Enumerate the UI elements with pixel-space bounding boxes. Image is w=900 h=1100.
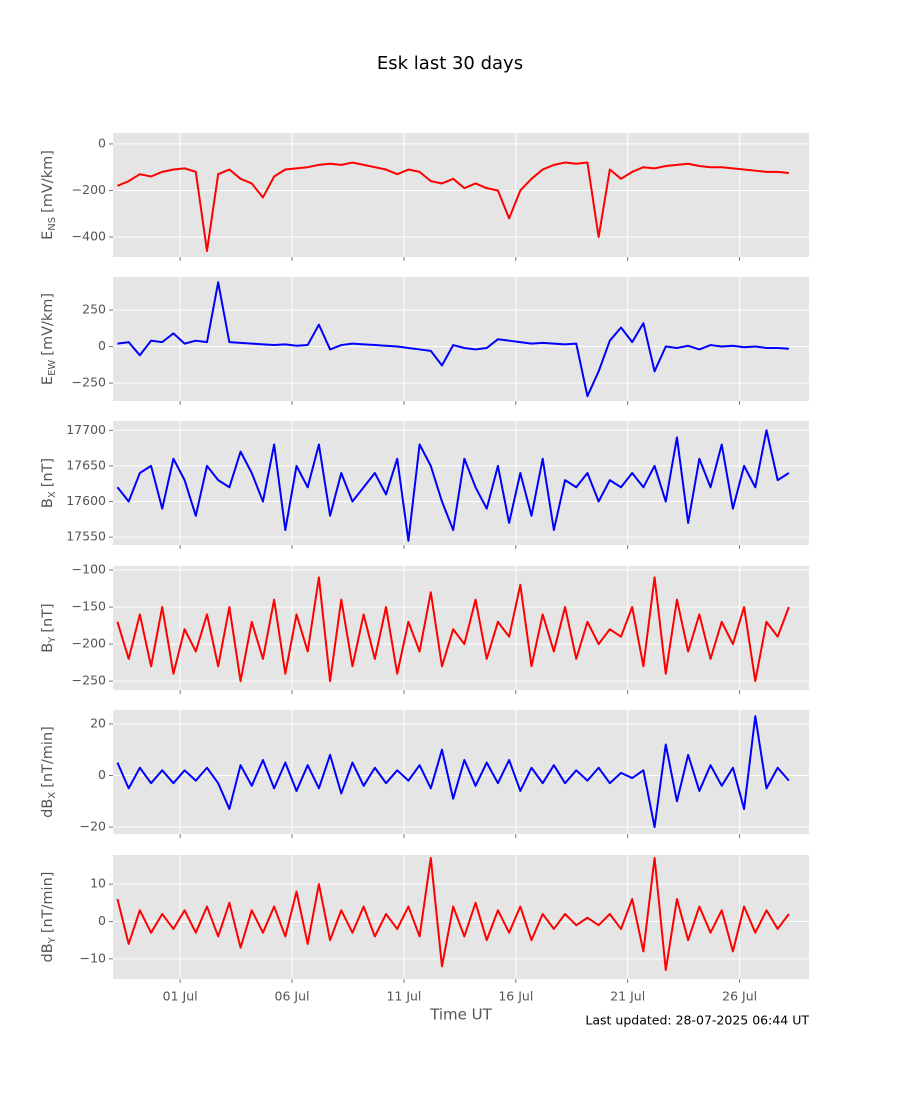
y-axis-label-subscript: X — [47, 792, 58, 799]
y-axis-label: dBX [nT/min] — [40, 726, 58, 818]
plot-background — [113, 566, 809, 690]
x-axis-label: Time UT — [429, 1006, 492, 1024]
y-tick-label: −150 — [72, 599, 106, 614]
y-tick-label: 20 — [90, 715, 106, 730]
y-tick-label: −10 — [80, 950, 106, 965]
y-axis-label-unit: [nT] — [40, 458, 56, 487]
data-line — [116, 856, 790, 972]
data-line — [117, 281, 789, 398]
y-axis-label-unit: [mV/km] — [40, 150, 56, 213]
y-axis-label-subscript: Y — [47, 636, 58, 644]
y-axis-label-unit: [nT/min] — [40, 726, 56, 788]
y-tick-label: 250 — [82, 302, 106, 317]
y-tick-label: 17650 — [66, 457, 106, 472]
y-axis-label: BY [nT] — [40, 603, 58, 652]
y-tick-label: 0 — [98, 913, 106, 928]
y-axis-label-subscript: Y — [47, 936, 58, 944]
y-axis-label-base: E — [40, 376, 56, 385]
y-tick-label: −200 — [72, 182, 106, 197]
y-axis-label-base: dB — [40, 799, 56, 818]
data-line — [116, 429, 790, 542]
y-axis-label-subscript: EW — [47, 360, 58, 376]
x-tick-label: 26 Jul — [722, 989, 757, 1004]
y-axis-label-base: B — [40, 643, 56, 653]
x-tick-label: 06 Jul — [275, 989, 310, 1004]
x-tick-label: 01 Jul — [163, 989, 198, 1004]
y-axis-label-base: E — [40, 231, 56, 240]
data-line — [116, 715, 790, 829]
y-axis-label-base: dB — [40, 943, 56, 962]
y-tick-label: −100 — [72, 562, 106, 577]
data-line — [117, 161, 789, 252]
y-tick-label: −250 — [72, 673, 106, 688]
data-line — [116, 576, 790, 683]
y-tick-label: 0 — [98, 767, 106, 782]
chart-title: Esk last 30 days — [377, 53, 523, 74]
y-axis-label-base: B — [40, 498, 56, 508]
y-axis-label: dBY [nT/min] — [40, 872, 58, 963]
y-tick-label: 10 — [90, 876, 106, 891]
y-axis-label: EEW [mV/km] — [40, 293, 58, 385]
y-tick-label: 17700 — [66, 422, 106, 437]
x-tick-label: 21 Jul — [610, 989, 645, 1004]
y-tick-label: −200 — [72, 636, 106, 651]
y-axis-label: ENS [mV/km] — [40, 150, 58, 240]
y-tick-label: 0 — [98, 338, 106, 353]
plot-background — [113, 133, 809, 257]
x-tick-label: 11 Jul — [386, 989, 421, 1004]
x-tick-label: 16 Jul — [498, 989, 533, 1004]
y-tick-label: 0 — [98, 135, 106, 150]
y-tick-label: −20 — [80, 819, 106, 834]
y-axis-label-unit: [nT] — [40, 603, 56, 632]
y-axis-label-subscript: NS — [47, 217, 58, 231]
y-tick-label: 17550 — [66, 529, 106, 544]
y-axis-label-unit: [mV/km] — [40, 293, 56, 356]
y-tick-label: −250 — [72, 375, 106, 390]
y-axis-label-subscript: X — [47, 491, 58, 498]
y-tick-label: −400 — [72, 228, 106, 243]
y-axis-label: BX [nT] — [40, 458, 58, 508]
annotation: Last updated: 28-07-2025 06:44 UT — [585, 1013, 809, 1028]
plot-background — [113, 277, 809, 401]
y-tick-label: 17600 — [66, 493, 106, 508]
y-axis-label-unit: [nT/min] — [40, 872, 56, 934]
